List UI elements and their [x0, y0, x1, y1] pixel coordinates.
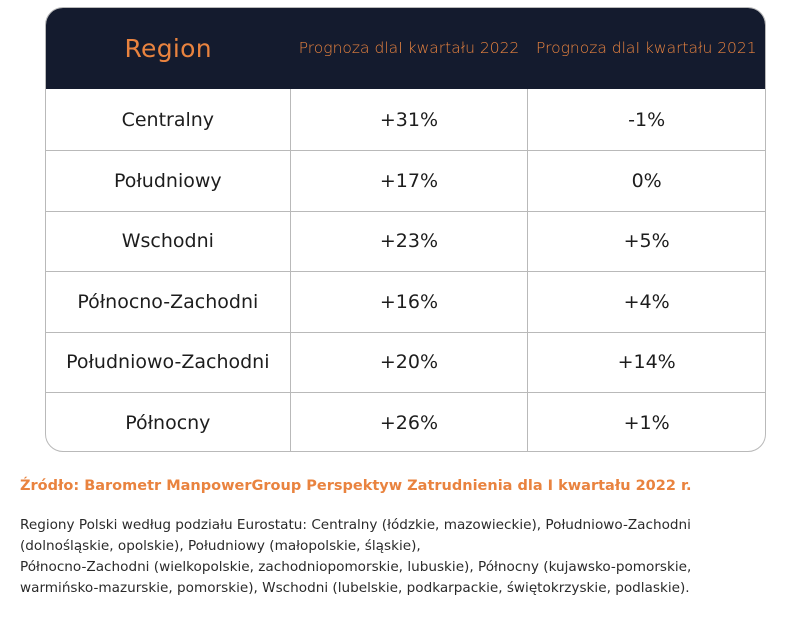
cell-region: Południowy	[114, 169, 222, 192]
cell-forecast-2022: +31%	[289, 89, 528, 150]
cell-region: Południowo-Zachodni	[66, 351, 270, 374]
cell-forecast-2022: +23%	[289, 211, 528, 271]
regions-footnote: Regiony Polski według podziału Eurostatu…	[20, 515, 790, 599]
cell-region: Północno-Zachodni	[77, 290, 259, 313]
header-forecast-2022-line2: I kwartału 2022	[398, 39, 520, 57]
cell-forecast-2022: +17%	[289, 151, 528, 211]
header-forecast-2022-line1: Prognoza dla	[298, 39, 399, 57]
cell-region: Północny	[125, 411, 211, 434]
cell-forecast-2022: +26%	[289, 393, 528, 451]
table-row: Wschodni +23% +5%	[46, 210, 765, 271]
cell-forecast-2021: +14%	[527, 332, 765, 392]
table-row: Północny +26% +1%	[46, 392, 765, 451]
cell-forecast-2021: -1%	[527, 89, 765, 150]
table-row: Północno-Zachodni +16% +4%	[46, 271, 765, 332]
table-row: Południowy +17% 0%	[46, 150, 765, 211]
header-forecast-2021: Prognoza dla I kwartału 2021	[528, 8, 765, 89]
header-region: Region	[124, 34, 212, 63]
footnote-line: Północno-Zachodni (wielkopolskie, zachod…	[20, 559, 692, 575]
forecast-table: Region Prognoza dla I kwartału 2022 Prog…	[45, 7, 766, 452]
table-body: Centralny +31% -1% Południowy +17% 0% Ws…	[46, 89, 765, 451]
footnote-line: (dolnośląskie, opolskie), Południowy (ma…	[20, 538, 421, 554]
header-forecast-2022: Prognoza dla I kwartału 2022	[290, 8, 527, 89]
cell-region: Wschodni	[121, 230, 214, 253]
table-header: Region Prognoza dla I kwartału 2022 Prog…	[46, 8, 765, 89]
header-forecast-2021-line2: I kwartału 2021	[635, 39, 757, 57]
cell-forecast-2022: +20%	[289, 332, 528, 392]
cell-region: Centralny	[121, 108, 215, 131]
footnote-line: Regiony Polski według podziału Eurostatu…	[20, 517, 691, 533]
source-note: Źródło: Barometr ManpowerGroup Perspekty…	[20, 478, 692, 494]
table-row: Południowo-Zachodni +20% +14%	[46, 331, 765, 392]
cell-forecast-2021: +1%	[527, 393, 765, 451]
footnote-line: warmińsko-mazurskie, pomorskie), Wschodn…	[20, 580, 690, 596]
cell-forecast-2021: +4%	[527, 272, 765, 332]
cell-forecast-2021: +5%	[527, 211, 765, 271]
cell-forecast-2021: 0%	[527, 151, 765, 211]
header-forecast-2021-line1: Prognoza dla	[536, 39, 636, 57]
table-row: Centralny +31% -1%	[46, 89, 765, 150]
cell-forecast-2022: +16%	[289, 272, 528, 332]
